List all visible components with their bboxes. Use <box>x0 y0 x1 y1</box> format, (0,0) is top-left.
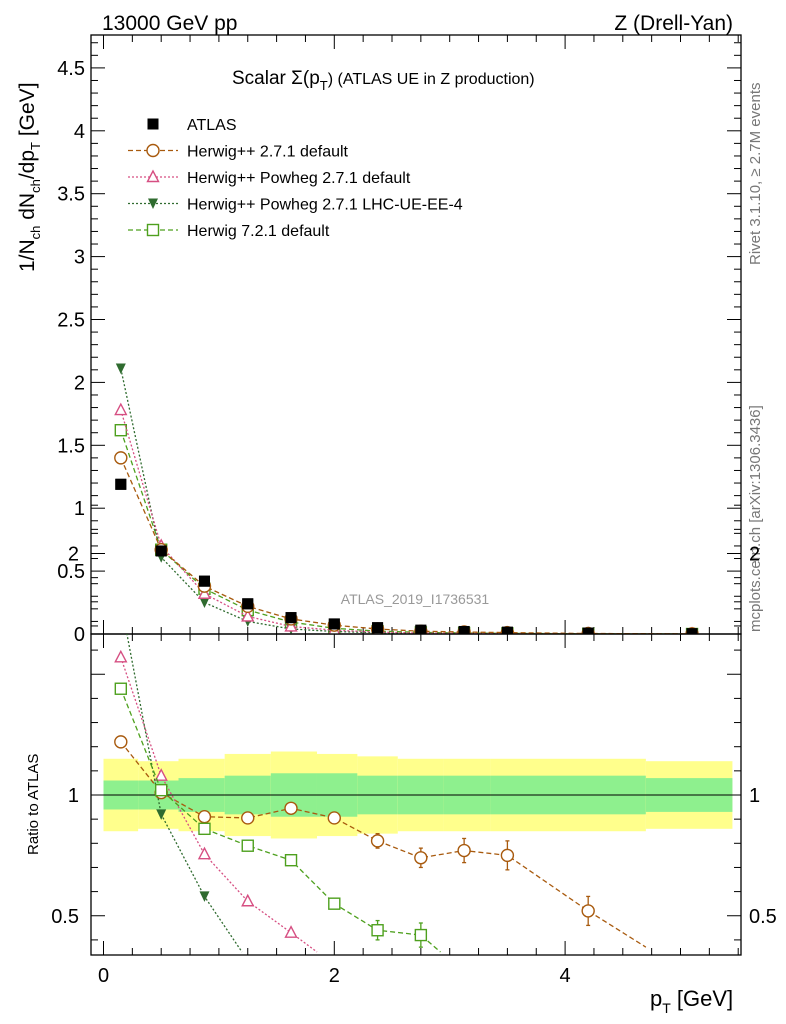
header-right: Z (Drell-Yan) <box>614 12 733 35</box>
ratio-y-tick-label: 2 <box>68 544 79 566</box>
ratio-point-powheg <box>241 893 255 907</box>
main-y-tick-label: 4 <box>74 121 85 143</box>
point-atlas-top <box>415 624 427 634</box>
legend-marker-herwig7 <box>146 223 160 237</box>
ratio-line-herwigpp <box>120 741 647 948</box>
point-atlas-top <box>686 628 698 634</box>
point-atlas-top <box>285 612 297 624</box>
ratio-point-herwigpp <box>414 851 428 865</box>
legend-marker-powheg_ue <box>148 198 158 209</box>
point-powheg <box>197 586 212 599</box>
x-tick-label: 0 <box>98 965 109 987</box>
point-atlas-top <box>372 622 384 634</box>
main-y-tick-label: 3 <box>74 247 85 269</box>
main-y-tick-label: 2.5 <box>57 310 85 332</box>
ratio-point-herwig7 <box>284 854 298 867</box>
ratio-panel: 0 2 4 0.5 0.5 1 1 2 2 <box>51 504 777 987</box>
point-powheg <box>114 402 128 416</box>
ratio-point-herwigpp <box>500 848 515 863</box>
ratio-point-herwig7 <box>114 682 128 695</box>
main-y-tick-label: 3.5 <box>57 184 85 206</box>
point-atlas-top <box>198 575 210 587</box>
ratio-point-powheg_ue <box>116 597 126 608</box>
ratio-y-tick-label: 1 <box>68 785 79 807</box>
ratio-point-herwig7 <box>154 783 168 797</box>
legend-marker-herwigpp <box>146 143 160 158</box>
ratio-point-powheg <box>197 846 212 860</box>
ratio-series-group <box>114 597 647 953</box>
ratio-y-tick-label-right: 1 <box>749 785 760 807</box>
point-atlas-top <box>155 545 167 557</box>
ratio-y-tick-label: 0.5 <box>51 906 79 928</box>
main-y-tick-label: 2 <box>74 372 85 394</box>
ratio-point-powheg_ue <box>199 891 210 902</box>
ratio-point-powheg <box>284 925 298 938</box>
legend: ATLAS Herwig++ 2.7.1 default Herwig++ Powh… <box>128 117 463 240</box>
main-y-tick-label: 1.5 <box>57 435 85 457</box>
analysis-label: ATLAS_2019_I1736531 <box>341 591 490 607</box>
mcplots-label: mcplots.cern.ch [arXiv:1306.3436] <box>747 405 764 632</box>
legend-label-herwig7: Herwig 7.2.1 default <box>187 223 330 240</box>
point-powheg_ue <box>199 597 210 609</box>
x-tick-label: 2 <box>329 965 340 987</box>
x-axis-title: pT [GeV] <box>650 986 733 1016</box>
point-powheg <box>284 618 298 632</box>
ratio-point-herwigpp <box>581 904 595 918</box>
ratio-point-herwigpp <box>327 811 341 825</box>
legend-marker-powheg <box>146 169 160 183</box>
ratio-line-powheg_ue <box>126 634 243 953</box>
ratio-y-tick-label-right: 2 <box>749 544 760 566</box>
main-y-tick-label: 0.5 <box>57 561 85 583</box>
main-y-axis-title: 1/Nch dNch/dpT [GeV] <box>16 82 43 272</box>
point-atlas-top <box>115 478 127 490</box>
ratio-point-herwig7 <box>241 839 254 852</box>
ratio-point-powheg_ue <box>156 809 167 820</box>
ratio-point-herwigpp <box>457 843 471 858</box>
main-y-tick-label: 1 <box>74 498 85 520</box>
ratio-point-herwigpp <box>197 810 212 824</box>
main-y-tick-label: 0 <box>74 624 85 646</box>
legend-label-herwigpp: Herwig++ 2.7.1 default <box>187 144 349 161</box>
point-atlas-top <box>242 598 254 610</box>
x-tick-label: 4 <box>560 965 571 987</box>
ratio-point-powheg <box>154 768 168 781</box>
side-labels: Rivet 3.1.10, ≥ 2.7M events mcplots.cern… <box>747 83 764 633</box>
plot-title: Scalar Σ(pT) (ATLAS UE in Z production) <box>232 68 535 93</box>
ratio-point-herwig7 <box>371 924 384 937</box>
point-powheg <box>241 608 255 622</box>
legend-label-atlas: ATLAS <box>187 117 237 134</box>
rivet-label: Rivet 3.1.10, ≥ 2.7M events <box>747 83 764 266</box>
point-atlas-top <box>501 626 513 634</box>
ratio-point-herwig7 <box>414 928 428 942</box>
point-herwig7 <box>114 424 128 437</box>
ratio-point-herwigpp <box>370 834 385 848</box>
point-herwigpp <box>114 451 128 465</box>
point-powheg_ue <box>115 363 126 375</box>
point-atlas-top <box>458 625 470 634</box>
main-panel: 0 0.5 1 1.5 2 2.5 3 3.5 4 4.5 <box>57 34 742 646</box>
ratio-y-tick-label-right: 0.5 <box>749 906 777 928</box>
ratio-point-powheg <box>114 649 128 663</box>
series-line-herwigpp <box>120 457 693 634</box>
ratio-point-herwig7 <box>328 897 341 910</box>
ratio-point-herwigpp <box>241 811 255 825</box>
ratio-point-herwig7 <box>198 822 211 836</box>
ratio-point-herwigpp <box>284 801 298 815</box>
ratio-y-axis-title: Ratio to ATLAS <box>25 754 42 855</box>
legend-label-powheg_ue: Herwig++ Powheg 2.7.1 LHC-UE-EE-4 <box>187 197 463 214</box>
point-atlas-top <box>328 618 340 630</box>
legend-marker-atlas <box>147 118 159 130</box>
point-atlas-top <box>582 627 594 634</box>
ratio-point-herwigpp <box>114 735 128 749</box>
legend-label-powheg: Herwig++ Powheg 2.7.1 default <box>187 170 411 187</box>
header-left: 13000 GeV pp <box>102 12 237 35</box>
main-y-tick-label: 4.5 <box>57 58 85 80</box>
